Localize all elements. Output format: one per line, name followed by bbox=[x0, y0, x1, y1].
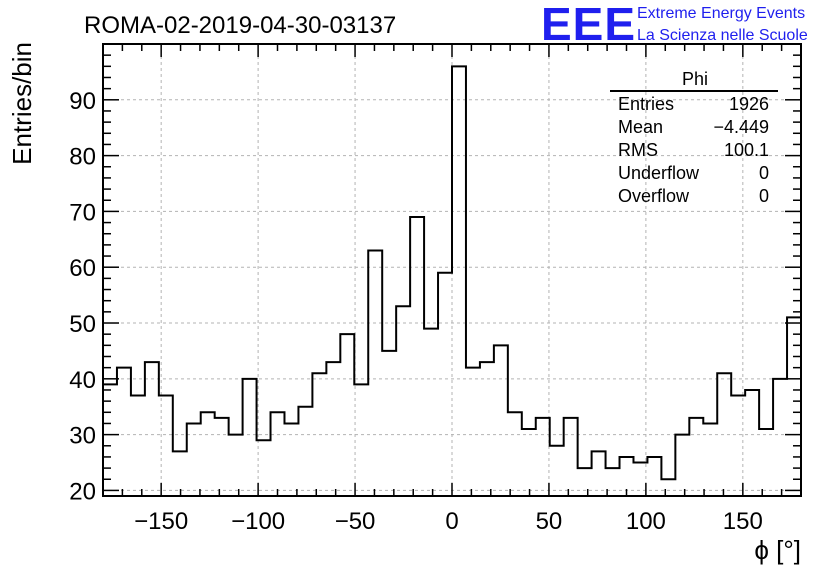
stats-overflow-value: 0 bbox=[759, 186, 769, 206]
x-tick-label: 100 bbox=[626, 508, 666, 535]
stats-rms-label: RMS bbox=[618, 140, 658, 160]
x-tick-label: 0 bbox=[445, 508, 458, 535]
tick-labels: −150 −100 −50 0 50 100 150 20 30 40 50 60 70 80 90 bbox=[69, 88, 763, 535]
stats-underflow-label: Underflow bbox=[618, 163, 700, 183]
y-tick-label: 40 bbox=[69, 367, 96, 394]
x-axis-label: ϕ [°] bbox=[754, 535, 801, 565]
y-tick-label: 90 bbox=[69, 88, 96, 115]
y-tick-label: 30 bbox=[69, 423, 96, 450]
y-tick-label: 50 bbox=[69, 311, 96, 338]
run-title: ROMA-02-2019-04-30-03137 bbox=[84, 12, 396, 39]
y-axis-label: Entries/bin bbox=[7, 42, 37, 165]
stats-entries-value: 1926 bbox=[729, 94, 769, 114]
plot-frame bbox=[102, 43, 802, 497]
x-tick-label: 50 bbox=[536, 508, 563, 535]
y-tick-label: 70 bbox=[69, 199, 96, 226]
axis-ticks bbox=[102, 43, 802, 496]
stats-overflow-label: Overflow bbox=[618, 186, 690, 206]
stats-mean-value: −4.449 bbox=[713, 117, 769, 137]
x-tick-label: 150 bbox=[723, 508, 763, 535]
logo-line-2: La Scienza nelle Scuole bbox=[637, 27, 808, 44]
x-tick-label: −150 bbox=[134, 508, 188, 535]
y-tick-label: 60 bbox=[69, 255, 96, 282]
y-tick-label: 80 bbox=[69, 144, 96, 171]
stats-mean-label: Mean bbox=[618, 117, 663, 137]
y-tick-label: 20 bbox=[69, 478, 96, 505]
histogram-line bbox=[103, 65, 801, 481]
stats-rms-value: 100.1 bbox=[724, 140, 769, 160]
eee-logo: EEE Extreme Energy Events La Scienza nel… bbox=[541, 0, 808, 50]
x-tick-label: −100 bbox=[231, 508, 285, 535]
eee-logo-mark: EEE bbox=[541, 0, 636, 50]
stats-underflow-value: 0 bbox=[759, 163, 769, 183]
stats-title: Phi bbox=[682, 69, 708, 89]
stats-box: Phi Entries 1926 Mean −4.449 RMS 100.1 U… bbox=[610, 69, 778, 206]
x-tick-label: −50 bbox=[335, 508, 376, 535]
stats-entries-label: Entries bbox=[618, 94, 674, 114]
logo-line-1: Extreme Energy Events bbox=[637, 5, 805, 22]
